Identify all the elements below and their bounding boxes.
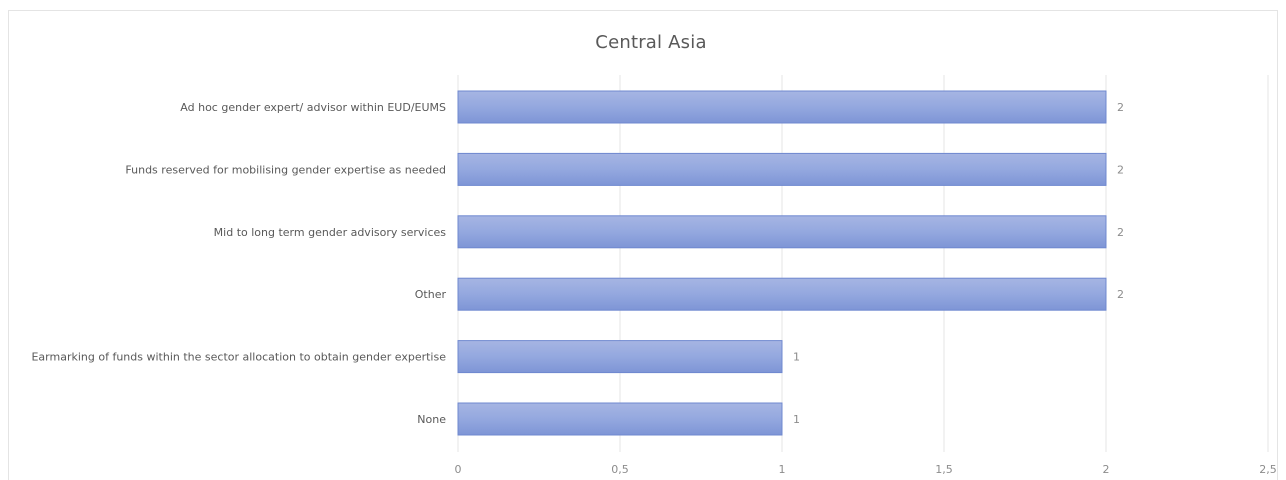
category-label: Other (415, 288, 447, 301)
labels: 0 0,5 1 1,5 2 2,5 Ad hoc gender expert/ adviso… (31, 101, 1276, 476)
bar (457, 277, 1107, 311)
category-label: Ad hoc gender expert/ advisor within EUD… (180, 101, 446, 114)
category-label: Earmarking of funds within the sector al… (31, 351, 446, 364)
x-tick-label: 1,5 (935, 463, 953, 476)
x-tick-label: 2 (1103, 463, 1110, 476)
data-label: 2 (1117, 101, 1124, 114)
x-tick-label: 1 (779, 463, 786, 476)
category-label: Mid to long term gender advisory service… (214, 226, 447, 239)
x-tick-label: 2,5 (1259, 463, 1277, 476)
bar (457, 402, 783, 436)
chart-title: Central Asia (595, 32, 707, 53)
bar (457, 90, 1107, 124)
x-tick-label: 0 (455, 463, 462, 476)
data-label: 2 (1117, 163, 1124, 176)
category-label: None (417, 413, 446, 426)
bars (457, 90, 1107, 436)
gridlines (457, 75, 1269, 452)
bar (457, 215, 1107, 249)
category-label: Funds reserved for mobilising gender exp… (125, 163, 446, 176)
x-tick-label: 0,5 (611, 463, 629, 476)
data-label: 2 (1117, 288, 1124, 301)
data-label: 2 (1117, 226, 1124, 239)
bar (457, 152, 1107, 186)
bar (457, 340, 783, 374)
data-label: 1 (793, 351, 800, 364)
data-label: 1 (793, 413, 800, 426)
